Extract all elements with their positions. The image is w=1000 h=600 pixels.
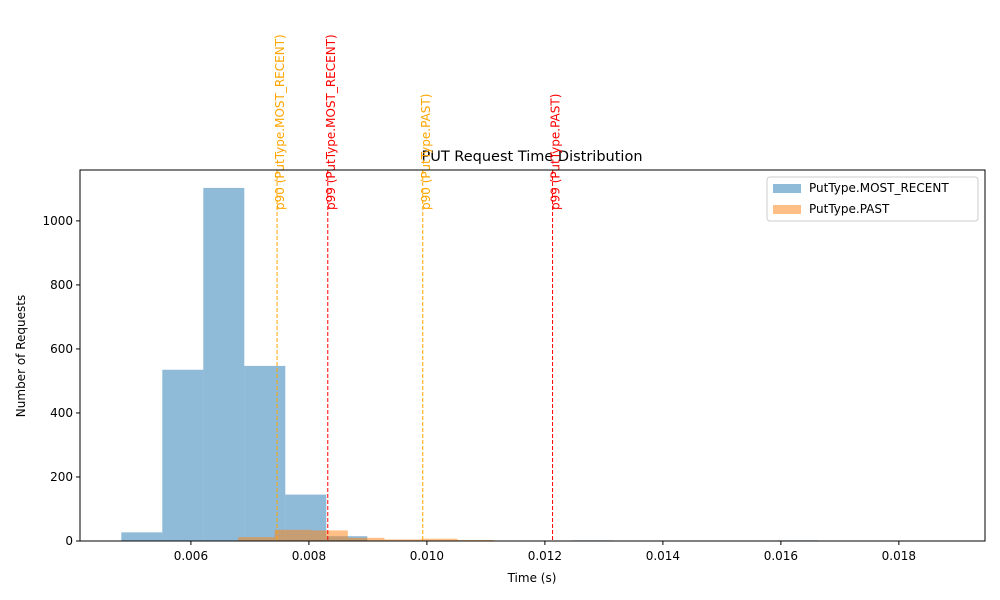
y-tick-label: 400 [50, 406, 73, 420]
histogram-bar [244, 365, 286, 541]
histogram-bar [274, 529, 312, 541]
histogram-bar [384, 539, 421, 541]
legend-box [766, 176, 979, 222]
chart-title: PUT Request Time Distribution [421, 149, 642, 165]
histogram-bar [311, 530, 348, 541]
y-tick-label: 200 [50, 470, 73, 484]
percentile-label: p90 (PutType.PAST) [419, 94, 433, 210]
y-tick-label: 800 [50, 278, 73, 292]
legend-label: PutType.PAST [809, 202, 890, 216]
histogram-bar [121, 532, 163, 541]
histogram-bar [203, 187, 245, 542]
histogram-bar [347, 537, 385, 541]
legend-swatch [773, 205, 801, 214]
legend-label: PutType.MOST_RECENT [809, 181, 949, 195]
histogram-bar [420, 538, 458, 541]
histogram-bar [238, 537, 275, 541]
percentile-label: p99 (PutType.MOST_RECENT) [324, 34, 338, 210]
percentile-label: p99 (PutType.PAST) [549, 94, 563, 210]
y-tick-label: 0 [65, 534, 73, 548]
percentile-label: p90 (PutType.MOST_RECENT) [273, 34, 287, 210]
x-tick-label: 0.008 [292, 549, 326, 563]
x-tick-label: 0.018 [882, 549, 916, 563]
x-tick-label: 0.016 [764, 549, 798, 563]
x-tick-label: 0.006 [174, 549, 208, 563]
legend-swatch [773, 184, 801, 193]
x-axis-label: Time (s) [507, 571, 557, 585]
y-tick-label: 1000 [42, 214, 73, 228]
y-tick-label: 600 [50, 342, 73, 356]
plot-frame [79, 169, 986, 542]
y-axis-label: Number of Requests [14, 295, 28, 417]
x-tick-label: 0.012 [528, 549, 562, 563]
x-tick-label: 0.010 [410, 549, 444, 563]
x-tick-label: 0.014 [646, 549, 680, 563]
histogram-bar [162, 369, 204, 541]
